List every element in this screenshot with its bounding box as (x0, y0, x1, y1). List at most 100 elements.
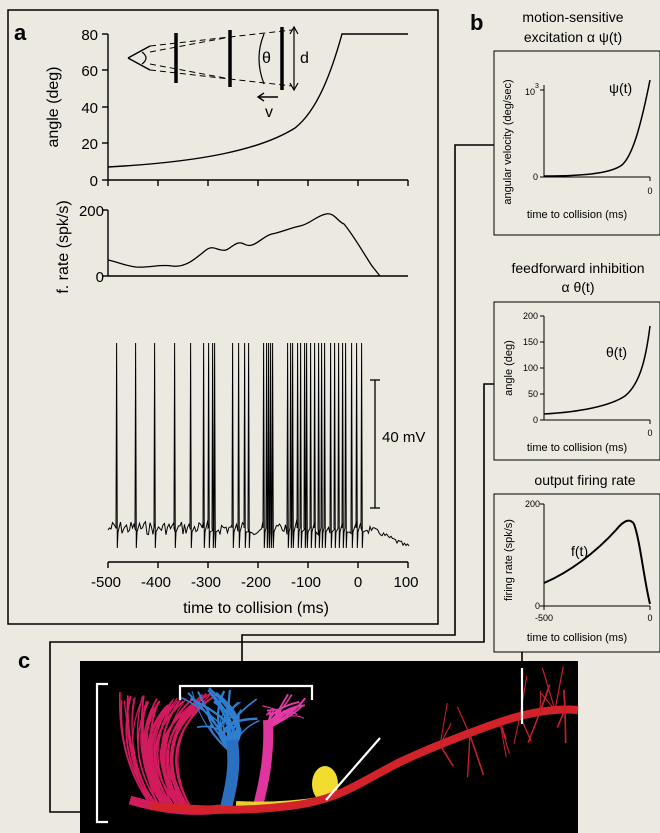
xtick-neg300: -300 (191, 574, 221, 591)
inhibition-ylabel: angle (deg) (503, 340, 515, 396)
voltage-scale-bar (370, 379, 380, 509)
rate-ytick-0: 0 (96, 269, 104, 286)
output-box (493, 493, 660, 653)
neurite-branch (125, 695, 156, 805)
neurite-branch (564, 708, 567, 744)
xtick-0: 0 (354, 574, 362, 591)
panel-b: b motion-sensitive excitation α ψ(t) 10 … (49, 9, 660, 813)
neurite-branch (156, 697, 178, 809)
neurite-branch (541, 667, 556, 711)
excitation-plot: 10 3 0 0 angular velocity (deg/sec) time… (502, 79, 653, 221)
panel-a-frame (7, 9, 439, 625)
psi-curve-label: ψ(t) (609, 80, 632, 96)
excitation-ytick-0: 0 (533, 172, 538, 182)
inhibition-plot: 200 150 100 50 0 0 angle (deg) time to c… (503, 311, 653, 454)
output-ytick-200: 200 (525, 499, 540, 509)
panel-a-letter: a (14, 20, 27, 45)
neurite-branch (150, 698, 175, 808)
axon-terminal-branches (439, 666, 567, 778)
inset-theta-label: θ (262, 50, 271, 67)
neurite-branch (499, 721, 507, 740)
excitation-xlabel: time to collision (ms) (527, 209, 627, 221)
neurite-branch (439, 744, 454, 767)
theta-curve (543, 325, 651, 415)
angle-ylabel: angle (deg) (45, 67, 62, 148)
xtick-neg500: -500 (91, 574, 121, 591)
f-curve-label: f(t) (571, 543, 588, 559)
output-ylabel: firing rate (spk/s) (503, 519, 515, 601)
rate-ytick-200: 200 (79, 203, 104, 220)
neurite-branch (141, 706, 165, 809)
inhibition-ytick-200: 200 (523, 311, 538, 321)
f-curve (543, 519, 651, 605)
xtick-neg100: -100 (291, 574, 321, 591)
scale-bar-label: 40 mV (382, 429, 425, 446)
output-xtick-0: 0 (647, 613, 652, 623)
neurite-branch (539, 690, 542, 713)
theta-curve-label: θ(t) (606, 344, 627, 360)
excitation-box (493, 50, 660, 236)
neurite-branch (132, 703, 158, 806)
neurite-branch (120, 700, 152, 806)
inhibition-title-1: feedforward inhibition (511, 260, 644, 276)
neurite-branch (159, 703, 197, 803)
membrane-voltage-trace (107, 342, 410, 549)
blue-trunk (220, 739, 240, 810)
excitation-title-1: motion-sensitive (522, 9, 623, 25)
neurite-branch (540, 693, 556, 711)
angle-ytick-60: 60 (81, 63, 98, 80)
rate-curve (107, 213, 381, 277)
angle-ytick-0: 0 (90, 173, 98, 190)
neurite-branch (519, 675, 528, 717)
eye-icon (127, 45, 151, 71)
panel-b-letter: b (470, 10, 483, 35)
neurite-branch (466, 734, 471, 778)
panel-c-letter: c (18, 648, 30, 673)
panel-c: c (18, 648, 579, 833)
inhibition-ytick-50: 50 (528, 389, 538, 399)
neurite-branch (439, 722, 452, 746)
angle-ytick-20: 20 (81, 136, 98, 153)
excitation-xtick-0: 0 (647, 186, 652, 196)
rate-plot: 200 0 f. rate (spk/s) (55, 200, 408, 294)
neurite-branch (562, 689, 566, 710)
inhibition-title-2: α θ(t) (562, 279, 595, 295)
time-xlabel: time to collision (ms) (183, 600, 329, 617)
excitation-ytick-exp: 3 (535, 83, 539, 90)
inhibition-xlabel: time to collision (ms) (527, 442, 627, 454)
neurite-branch (527, 711, 541, 744)
panel-a: a 80 60 40 20 0 a (7, 9, 439, 625)
inhibition-ytick-0: 0 (533, 415, 538, 425)
angle-ytick-40: 40 (81, 100, 98, 117)
excitation-title-2: excitation α ψ(t) (524, 29, 622, 45)
neurite-branch (439, 703, 448, 746)
excitation-ylabel: angular velocity (deg/sec) (502, 79, 514, 204)
neurite-branch (554, 666, 564, 711)
rate-ylabel: f. rate (spk/s) (55, 200, 72, 293)
time-axis: -500 -400 -300 -200 -100 0 100 time to c… (91, 561, 419, 617)
inset-v-label: v (265, 104, 273, 121)
neurite-branch (147, 704, 171, 806)
neurite-branch (456, 706, 471, 736)
xtick-neg200: -200 (241, 574, 271, 591)
output-xtick-neg500: -500 (535, 613, 553, 623)
neurite-branch (154, 700, 185, 806)
neurite-branch (469, 734, 485, 776)
inhibition-box (493, 301, 660, 461)
xtick-100: 100 (393, 574, 418, 591)
axon (149, 705, 579, 814)
xtick-neg400: -400 (141, 574, 171, 591)
neurite-branch (131, 696, 157, 809)
inhibition-ytick-100: 100 (523, 363, 538, 373)
pink-trunk (253, 719, 274, 808)
looming-inset (127, 25, 299, 102)
angle-curve (107, 33, 408, 168)
angle-plot: 80 60 40 20 0 angle (deg) (45, 27, 409, 190)
psi-curve (543, 79, 651, 177)
output-ytick-0: 0 (535, 601, 540, 611)
excitation-ytick-top: 10 (525, 87, 535, 97)
output-plot: 200 0 -500 0 firing rate (spk/s) time to… (503, 499, 653, 644)
output-xlabel: time to collision (ms) (527, 632, 627, 644)
angle-ytick-80: 80 (81, 27, 98, 44)
